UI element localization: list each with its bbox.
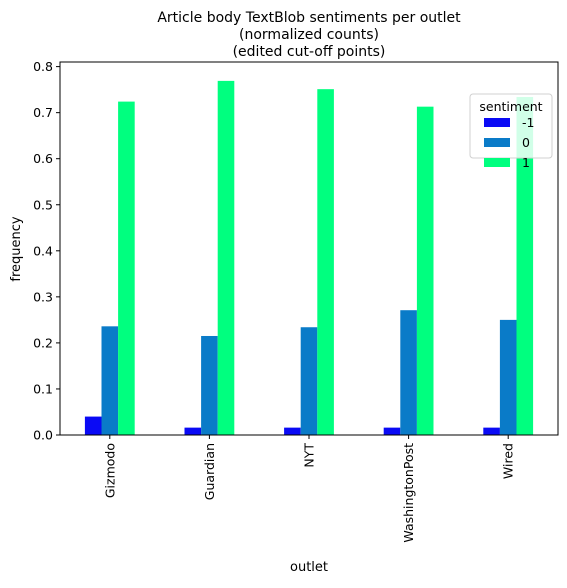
bar-gizmodo-sentiment--1 xyxy=(84,416,102,435)
y-tick-label: 0.0 xyxy=(33,428,53,443)
legend-swatch--1 xyxy=(484,118,510,127)
x-tick-label: Guardian xyxy=(202,443,217,500)
plot-frame xyxy=(59,61,559,436)
y-axis-label: frequency xyxy=(9,216,24,282)
chart-title-line-1: Article body TextBlob sentiments per out… xyxy=(157,10,461,26)
y-tick-label: 0.2 xyxy=(33,335,53,350)
bar-wired-sentiment-1 xyxy=(516,97,534,435)
x-tick-label: WashingtonPost xyxy=(401,443,416,543)
bar-guardian-sentiment-1 xyxy=(217,80,235,435)
bar-washingtonpost-sentiment-1 xyxy=(416,106,434,436)
bar-gizmodo-sentiment-0 xyxy=(101,326,119,435)
bar-guardian-sentiment-0 xyxy=(201,335,218,435)
bar-washingtonpost-sentiment-0 xyxy=(400,310,417,435)
y-tick-label: 0.5 xyxy=(33,197,53,212)
bar-nyt-sentiment-1 xyxy=(317,89,334,436)
y-tick-label: 0.4 xyxy=(33,243,53,258)
legend-swatch-1 xyxy=(484,158,510,167)
legend-title: sentiment xyxy=(479,99,542,114)
bar-gizmodo-sentiment-1 xyxy=(118,101,135,435)
bar-wired-sentiment-0 xyxy=(499,319,517,435)
bar-nyt-sentiment-0 xyxy=(300,327,318,435)
legend-label--1: -1 xyxy=(522,115,534,130)
legend-swatch-0 xyxy=(484,138,510,147)
bars-layer xyxy=(84,80,534,436)
y-tick-label: 0.3 xyxy=(33,289,53,304)
bar-guardian-sentiment--1 xyxy=(184,427,202,435)
x-tick-label: NYT xyxy=(302,443,317,468)
legend: sentiment-1 0 1 xyxy=(469,93,553,170)
chart-title-line-2: (normalized counts) xyxy=(239,27,379,43)
chart-title-line-3: (edited cut-off points) xyxy=(233,44,386,60)
legend-label-1: 1 xyxy=(522,155,530,170)
legend-label-0: 0 xyxy=(522,135,530,150)
bar-wired-sentiment--1 xyxy=(483,427,500,435)
x-axis-label: outlet xyxy=(290,560,328,575)
x-tick-label: Gizmodo xyxy=(102,443,117,498)
y-tick-label: 0.1 xyxy=(33,381,53,396)
bar-nyt-sentiment--1 xyxy=(284,427,301,435)
y-tick-label: 0.7 xyxy=(33,105,53,120)
axes-layer: Gizmodo Guardian NYT WashingtonPost Wired 0.0… xyxy=(33,59,559,543)
x-tick-label: Wired xyxy=(501,443,516,479)
bar-washingtonpost-sentiment--1 xyxy=(383,427,401,435)
y-tick-label: 0.6 xyxy=(33,151,53,166)
y-tick-label: 0.8 xyxy=(33,59,53,74)
